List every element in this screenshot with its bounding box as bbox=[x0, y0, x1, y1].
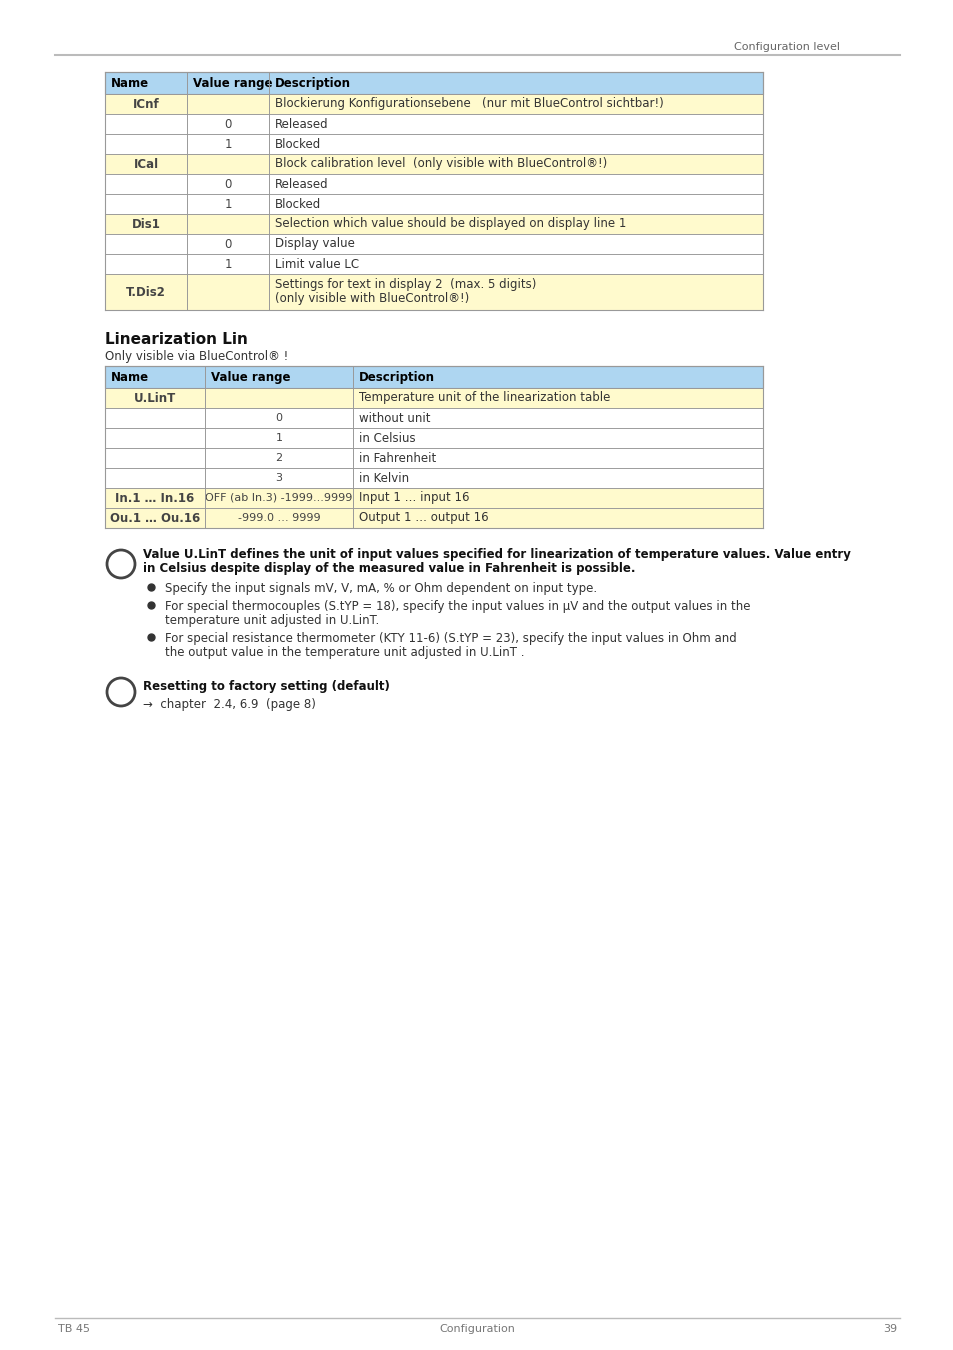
Text: 1: 1 bbox=[224, 197, 232, 211]
Text: Blockierung Konfigurationsebene   (nur mit BlueControl sichtbar!): Blockierung Konfigurationsebene (nur mit… bbox=[274, 97, 663, 111]
Bar bbox=[105, 254, 762, 274]
Text: Ou.1 … Ou.16: Ou.1 … Ou.16 bbox=[110, 512, 200, 525]
Text: 0: 0 bbox=[224, 238, 232, 251]
Bar bbox=[105, 408, 762, 428]
Text: Block calibration level  (only visible with BlueControl®!): Block calibration level (only visible wi… bbox=[274, 158, 607, 170]
Bar bbox=[105, 274, 762, 310]
Text: ICnf: ICnf bbox=[132, 97, 159, 111]
Bar bbox=[105, 72, 762, 94]
Text: Resetting to factory setting (default): Resetting to factory setting (default) bbox=[143, 680, 390, 693]
Text: Configuration: Configuration bbox=[438, 1324, 515, 1334]
Text: 3: 3 bbox=[275, 472, 282, 483]
Text: Dis1: Dis1 bbox=[132, 217, 160, 231]
Text: 1: 1 bbox=[224, 258, 232, 270]
Text: In.1 … In.16: In.1 … In.16 bbox=[115, 491, 194, 505]
Text: OFF (ab In.3) -1999...9999: OFF (ab In.3) -1999...9999 bbox=[205, 493, 353, 504]
Bar bbox=[105, 487, 762, 508]
Bar bbox=[105, 174, 762, 194]
Text: in Celsius despite display of the measured value in Fahrenheit is possible.: in Celsius despite display of the measur… bbox=[143, 562, 635, 575]
Text: Name: Name bbox=[111, 77, 149, 90]
Text: Input 1 … input 16: Input 1 … input 16 bbox=[358, 491, 469, 505]
Text: (only visible with BlueControl®!): (only visible with BlueControl®!) bbox=[274, 292, 469, 305]
Text: 39: 39 bbox=[882, 1324, 896, 1334]
Text: Description: Description bbox=[358, 371, 435, 383]
Text: ICal: ICal bbox=[133, 158, 158, 170]
Circle shape bbox=[107, 678, 135, 706]
Text: Description: Description bbox=[274, 77, 351, 90]
Text: Configuration level: Configuration level bbox=[733, 42, 840, 53]
Text: 0: 0 bbox=[224, 117, 232, 131]
Bar bbox=[105, 428, 762, 448]
Text: the output value in the temperature unit adjusted in U.LinT .: the output value in the temperature unit… bbox=[165, 647, 524, 659]
Text: 2: 2 bbox=[275, 454, 282, 463]
Text: Selection which value should be displayed on display line 1: Selection which value should be displaye… bbox=[274, 217, 626, 231]
Text: Only visible via BlueControl® !: Only visible via BlueControl® ! bbox=[105, 350, 288, 363]
Text: i: i bbox=[118, 683, 124, 701]
Text: Value range: Value range bbox=[193, 77, 273, 90]
Text: Linearization Lin: Linearization Lin bbox=[105, 332, 248, 347]
Bar bbox=[105, 387, 762, 408]
Text: Settings for text in display 2  (max. 5 digits): Settings for text in display 2 (max. 5 d… bbox=[274, 278, 536, 292]
Text: i: i bbox=[118, 555, 124, 572]
Bar bbox=[105, 134, 762, 154]
Text: Blocked: Blocked bbox=[274, 138, 321, 150]
Text: Specify the input signals mV, V, mA, % or Ohm dependent on input type.: Specify the input signals mV, V, mA, % o… bbox=[165, 582, 597, 595]
Text: Released: Released bbox=[274, 117, 328, 131]
Bar bbox=[105, 234, 762, 254]
Bar bbox=[105, 194, 762, 215]
Bar bbox=[105, 154, 762, 174]
Text: Display value: Display value bbox=[274, 238, 355, 251]
Bar bbox=[105, 508, 762, 528]
Text: U.LinT: U.LinT bbox=[133, 392, 176, 405]
Bar bbox=[105, 366, 762, 387]
Text: in Kelvin: in Kelvin bbox=[358, 471, 409, 485]
Text: Blocked: Blocked bbox=[274, 197, 321, 211]
Text: -999.0 … 9999: -999.0 … 9999 bbox=[237, 513, 320, 522]
Bar bbox=[105, 448, 762, 468]
Text: 0: 0 bbox=[224, 177, 232, 190]
Text: in Celsius: in Celsius bbox=[358, 432, 416, 444]
Text: in Fahrenheit: in Fahrenheit bbox=[358, 451, 436, 464]
Text: 0: 0 bbox=[275, 413, 282, 423]
Text: Name: Name bbox=[111, 371, 149, 383]
Text: For special thermocouples (S.tYP = 18), specify the input values in μV and the o: For special thermocouples (S.tYP = 18), … bbox=[165, 599, 750, 613]
Text: Output 1 … output 16: Output 1 … output 16 bbox=[358, 512, 488, 525]
Circle shape bbox=[107, 549, 135, 578]
Bar bbox=[105, 113, 762, 134]
Bar bbox=[105, 95, 762, 113]
Text: Released: Released bbox=[274, 177, 328, 190]
Text: Value range: Value range bbox=[211, 371, 291, 383]
Text: →  chapter  2.4, 6.9  (page 8): → chapter 2.4, 6.9 (page 8) bbox=[143, 698, 315, 711]
Text: 1: 1 bbox=[224, 138, 232, 150]
Text: temperature unit adjusted in U.LinT.: temperature unit adjusted in U.LinT. bbox=[165, 614, 379, 626]
Text: Value U.LinT defines the unit of input values specified for linearization of tem: Value U.LinT defines the unit of input v… bbox=[143, 548, 850, 562]
Text: TB 45: TB 45 bbox=[58, 1324, 90, 1334]
Text: T.Dis2: T.Dis2 bbox=[126, 285, 166, 298]
Text: For special resistance thermometer (KTY 11-6) (S.tYP = 23), specify the input va: For special resistance thermometer (KTY … bbox=[165, 632, 736, 645]
Text: Limit value LC: Limit value LC bbox=[274, 258, 358, 270]
Bar bbox=[105, 215, 762, 234]
Text: Temperature unit of the linearization table: Temperature unit of the linearization ta… bbox=[358, 392, 610, 405]
Bar bbox=[105, 468, 762, 487]
Text: 1: 1 bbox=[275, 433, 282, 443]
Text: without unit: without unit bbox=[358, 412, 430, 424]
